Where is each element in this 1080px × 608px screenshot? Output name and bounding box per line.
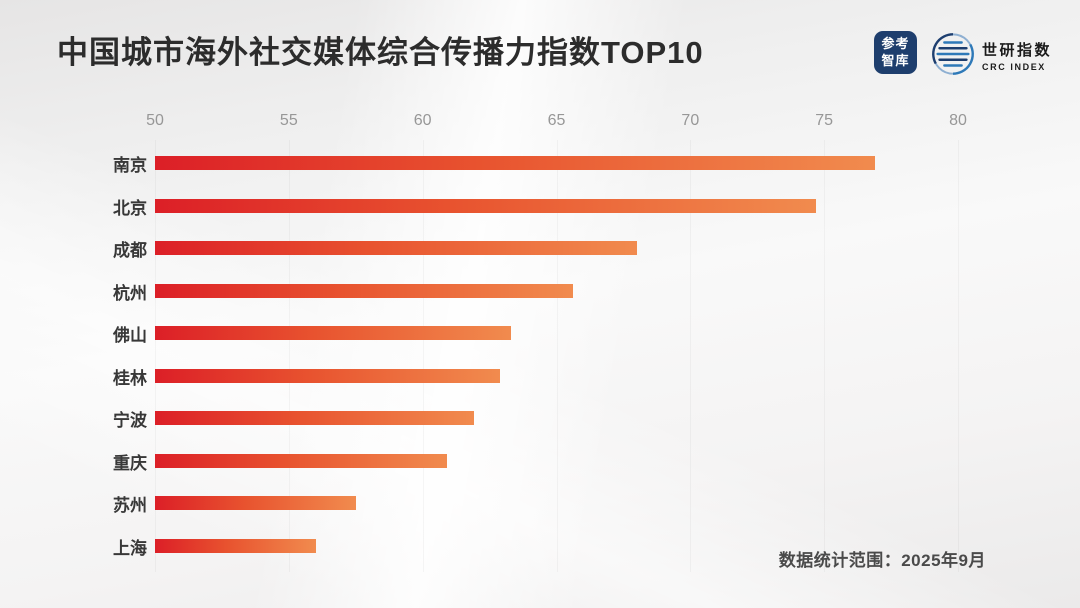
x-axis-tick: 80	[949, 112, 967, 129]
crc-index-logo: 世研指数 CRC INDEX	[930, 31, 1052, 77]
row-label: 杭州	[113, 283, 147, 303]
x-axis-tick: 65	[547, 112, 566, 129]
row-label: 宁波	[113, 411, 147, 430]
value-bar	[155, 241, 637, 255]
row-label: 北京	[113, 198, 147, 218]
cankao-zhiku-logo: 参考 智库	[874, 31, 917, 74]
page-title: 中国城市海外社交媒体综合传播力指数TOP10	[57, 35, 704, 70]
gridline	[556, 140, 558, 572]
value-bar	[155, 156, 876, 170]
row-label: 上海	[113, 538, 147, 558]
gridline	[155, 140, 156, 572]
cankao-logo-line2: 智库	[881, 52, 910, 68]
gridline	[422, 140, 424, 572]
row-label: 佛山	[113, 326, 147, 345]
value-bar	[155, 411, 474, 425]
value-bar	[155, 368, 501, 383]
gridline	[288, 140, 290, 572]
globe-icon	[932, 33, 974, 75]
cankao-logo-line1: 参考	[881, 36, 910, 52]
x-axis-tick: 70	[681, 112, 700, 129]
x-axis-tick: 55	[279, 112, 298, 129]
x-axis-tick: 75	[815, 112, 834, 129]
value-bar	[155, 283, 573, 298]
x-axis-tick: 60	[413, 112, 432, 129]
row-label: 成都	[113, 241, 147, 260]
x-axis-tick: 50	[146, 112, 164, 129]
value-bar	[155, 538, 316, 553]
row-label: 桂林	[113, 368, 147, 388]
value-bar	[155, 198, 817, 213]
gridline	[824, 140, 826, 572]
crc-logo-en: CRC INDEX	[982, 62, 1046, 72]
crc-logo-text: 世研指数 CRC INDEX	[982, 36, 1052, 72]
row-label: 重庆	[113, 453, 147, 473]
gridline	[690, 140, 692, 572]
value-bar	[155, 453, 447, 468]
row-label: 苏州	[113, 496, 147, 515]
gridline	[958, 140, 959, 572]
row-label: 南京	[113, 156, 147, 175]
value-bar	[155, 496, 356, 510]
value-bar	[155, 326, 511, 340]
crc-logo-cn: 世研指数	[982, 42, 1053, 59]
footer-note: 数据统计范围：2025年9月	[778, 551, 986, 570]
